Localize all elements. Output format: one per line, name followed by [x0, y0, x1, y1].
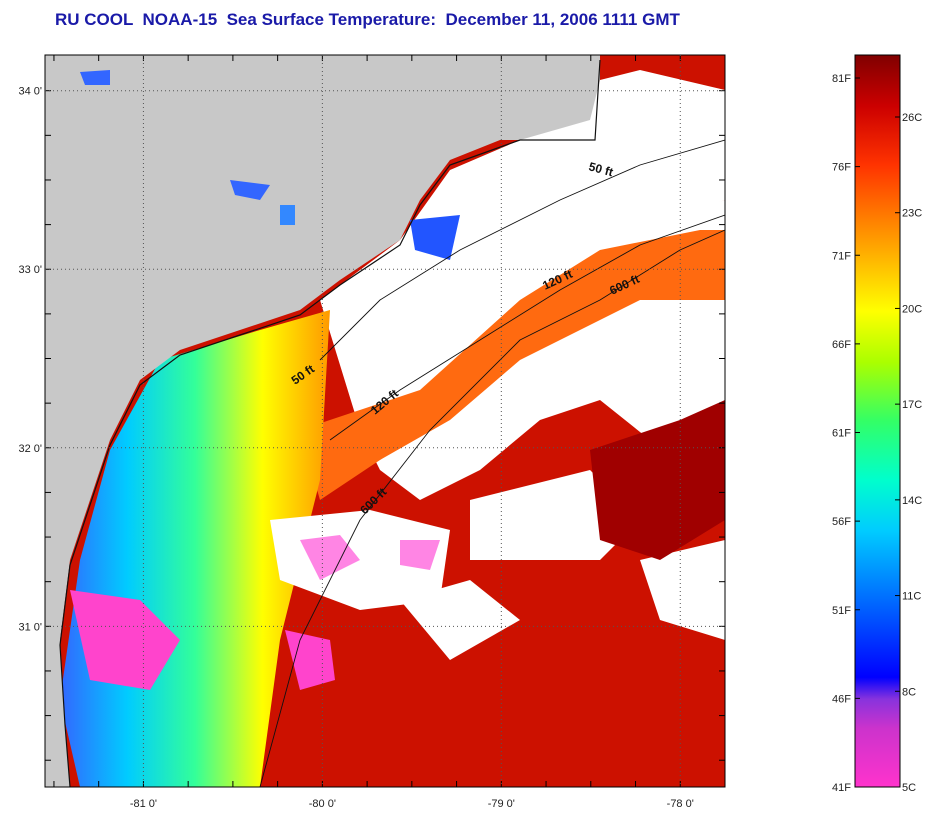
colorbar [854, 54, 901, 788]
colorbar-c-label: 8C [902, 686, 916, 698]
colorbar-f-label: 46F [832, 693, 851, 705]
cold-pocket [410, 215, 460, 260]
map-title: RU COOL NOAA-15 Sea Surface Temperature:… [55, 10, 680, 29]
colorbar-c-label: 14C [902, 495, 922, 507]
lon-label: -78 0' [667, 798, 694, 810]
lat-label: 32 0' [18, 443, 42, 455]
cold-pocket [280, 205, 295, 225]
cloud-region [640, 540, 725, 640]
isobath-120ft [329, 214, 725, 441]
map-area [45, 55, 725, 787]
lon-label: -80 0' [309, 798, 336, 810]
cold-pocket [400, 540, 440, 570]
colorbar-c-label: 26C [902, 112, 922, 124]
colorbar-c-label: 11C [902, 591, 921, 603]
colorbar-f-label: 56F [832, 516, 851, 528]
cloud-region [320, 70, 725, 320]
lat-label: 33 0' [18, 264, 42, 276]
colorbar-f-label: 76F [832, 162, 851, 174]
orange-band [300, 230, 725, 500]
isobath-50ft [319, 139, 725, 361]
cold-pocket [300, 535, 360, 580]
isobath-600ft [259, 229, 725, 787]
cold-pocket [70, 590, 180, 690]
cold-pocket [80, 70, 110, 85]
colorbar-f-label: 71F [832, 250, 851, 262]
colorbar-c-label: 20C [902, 303, 922, 315]
dark-red-patch [590, 400, 725, 560]
colorbar-f-label: 66F [832, 339, 851, 351]
lon-label: -81 0' [130, 798, 157, 810]
graticule: 34 0' 33 0' 32 0' 31 0' -81 0' -80 0' -79 0' -7… [18, 55, 726, 810]
lat-label: 34 0' [18, 86, 42, 98]
colorbar-ticks: 81F 76F 71F 66F 61F 56F 51F 46F 41F 26C 23C 20C 17C 1… [832, 73, 922, 794]
lon-label: -79 0' [488, 798, 515, 810]
cold-pocket [230, 180, 270, 200]
coastline [59, 59, 601, 787]
contour-label: 50 ft [587, 159, 614, 179]
colorbar-c-label: 17C [902, 399, 922, 411]
colorbar-f-label: 81F [832, 73, 851, 85]
colorbar-f-label: 51F [832, 605, 851, 617]
colorbar-f-label: 61F [832, 428, 851, 440]
map-frame [44, 54, 726, 788]
land [45, 55, 600, 787]
colorbar-c-label: 23C [902, 208, 922, 220]
colorbar-f-label: 41F [832, 782, 851, 794]
colorbar-c-label: 5C [902, 782, 916, 794]
lat-label: 31 0' [18, 621, 42, 633]
